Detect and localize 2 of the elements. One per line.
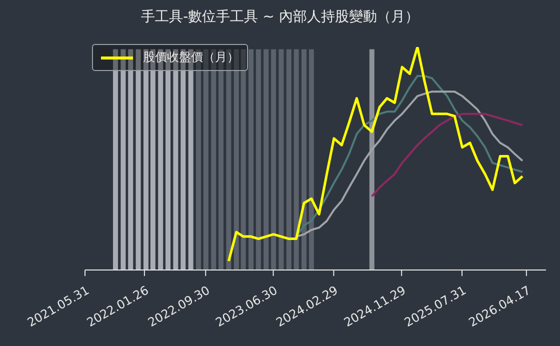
chart-title: 手工具-數位手工具 ~ 內部人持股變動（月） [140, 8, 420, 26]
legend-label: 股價收盤價（月） [143, 49, 239, 66]
